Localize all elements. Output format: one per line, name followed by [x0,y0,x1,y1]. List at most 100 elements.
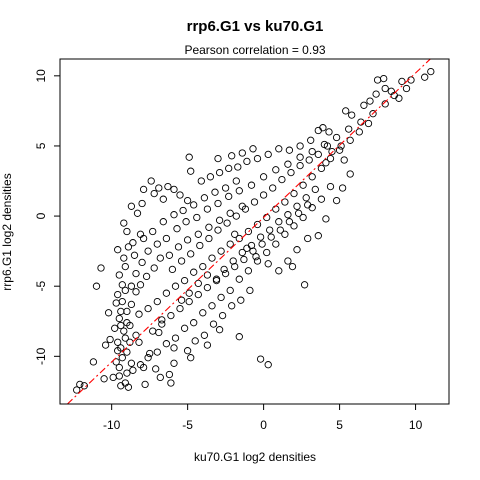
data-point [249,247,257,255]
data-point [281,198,289,206]
data-point [138,199,146,208]
data-point [171,282,180,290]
data-point [155,328,163,337]
data-point [144,304,152,313]
data-point [187,250,195,258]
data-point [205,234,213,243]
data-point [176,304,184,313]
data-point [278,175,286,184]
data-point [360,101,368,109]
data-point [226,286,234,295]
data-point [118,354,126,362]
data-point [285,146,294,154]
data-point [117,321,125,330]
data-point [177,296,186,304]
data-point [259,191,268,199]
data-point [139,234,148,243]
data-point [211,188,219,196]
fit-line-layer [67,58,431,405]
data-point [173,225,181,233]
data-point [174,243,183,251]
data-point [185,289,193,297]
data-point [162,234,171,243]
data-point [281,230,289,238]
data-point [121,286,129,295]
data-point [124,243,133,251]
data-point [294,209,303,217]
data-point [139,363,148,372]
data-point [308,147,316,156]
data-point [115,372,123,380]
data-point [114,338,122,346]
data-point [180,276,189,285]
data-point [235,234,243,243]
data-point [231,230,239,238]
data-point [346,136,354,144]
data-point [123,307,131,316]
data-point [194,279,202,288]
data-point [132,331,140,339]
data-point [109,373,117,382]
data-point [183,236,192,244]
data-point [162,340,171,348]
data-point [158,316,166,324]
data-point [197,177,205,185]
data-point [243,157,251,166]
data-point [332,196,341,205]
data-point [345,125,353,133]
data-point [111,324,119,332]
data-point [118,297,126,306]
data-point [398,77,406,86]
x-axis-label: ku70.G1 log2 densities [194,450,316,464]
data-point [266,226,274,234]
data-point [150,264,158,272]
y-axis: -10 -5 0 5 10 [34,69,60,365]
data-point [223,219,231,227]
data-point [240,255,248,264]
data-point [241,205,250,213]
data-point [199,262,207,271]
data-point [299,181,307,189]
data-point [141,380,149,389]
data-point [179,206,187,215]
data-point [218,311,227,320]
data-point [237,296,245,304]
data-point [185,153,193,161]
data-point [167,379,175,387]
data-point [259,173,268,181]
data-point [246,286,254,295]
data-point [106,335,114,344]
data-point [200,331,209,339]
data-point [123,369,131,377]
data-point [144,247,152,255]
data-point [126,321,134,330]
data-point [190,201,198,209]
data-point [293,246,301,254]
data-point [159,195,167,203]
data-point [263,248,271,257]
data-point [127,300,136,309]
data-point [100,375,108,383]
data-point [123,348,131,356]
data-point [209,320,218,328]
data-point [177,257,186,265]
data-point [220,265,228,274]
data-point [256,355,265,363]
data-point [208,302,216,310]
data-point [427,67,435,76]
y-tick-label: 10 [34,69,48,83]
data-point [80,382,88,390]
data-point [322,215,330,223]
data-point [89,358,98,366]
data-point [221,184,230,192]
data-point [275,267,283,275]
data-point [302,194,310,202]
data-point [165,251,174,259]
data-point [247,241,256,250]
data-point [203,271,212,279]
data-point [170,344,178,352]
data-point [296,161,304,170]
data-point [170,359,178,367]
data-point [193,213,201,222]
data-point [355,128,363,136]
